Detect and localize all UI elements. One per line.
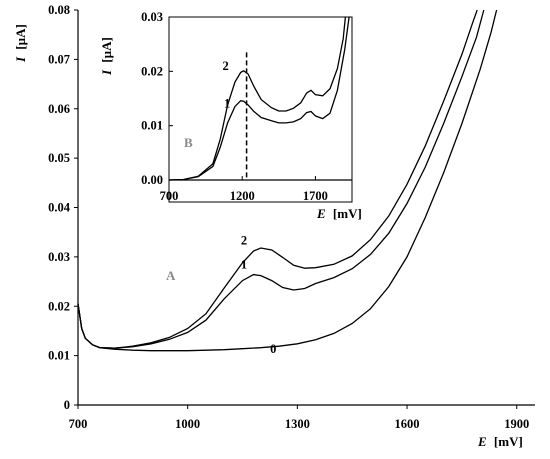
main-curve-label-2: 2: [241, 234, 247, 248]
inset-frame: [168, 16, 353, 203]
inset-x-tick-label: 1700: [303, 189, 328, 203]
main-curve-label-1: 1: [241, 257, 247, 271]
main-ylabel: I [µA]: [13, 24, 28, 63]
inset-ylabel-symbol: I: [99, 69, 114, 76]
inset-y-tick-label: 0.01: [141, 119, 163, 133]
main-y-tick-label: 0.06: [48, 102, 70, 116]
main-y-tick-label: 0.02: [48, 299, 70, 313]
inset-ylabel-unit: [µA]: [99, 37, 114, 63]
main-x-tick-label: 1300: [285, 417, 310, 431]
inset-curve-label-2: 2: [222, 59, 228, 73]
main-ylabel-unit: [µA]: [13, 24, 28, 50]
inset-xlabel: E [mV]: [316, 206, 362, 221]
main-y-tick-label: 0: [64, 398, 70, 412]
main-panel-label: A: [166, 268, 176, 283]
main-curve-2: [77, 9, 478, 349]
main-y-tick-label: 0.05: [48, 151, 70, 165]
main-y-tick-label: 0.04: [48, 201, 71, 215]
main-x-tick-label: 1000: [175, 417, 200, 431]
main-ylabel-symbol: I: [13, 56, 28, 63]
inset-curve-label-1: 1: [224, 96, 230, 110]
main-y-tick-label: 0.08: [48, 3, 70, 17]
inset-y-tick-label: 0.03: [141, 10, 163, 24]
inset-y-tick-label: 0.00: [141, 173, 163, 187]
inset-curve-1: [168, 16, 350, 181]
inset-xlabel-unit: [mV]: [333, 206, 362, 221]
inset-x-tick-label: 1200: [230, 189, 255, 203]
main-x-tick-label: 1600: [395, 417, 420, 431]
main-xlabel-unit: [mV]: [494, 434, 523, 449]
main-xlabel: E [mV]: [477, 434, 523, 449]
inset-x-tick-label: 700: [160, 189, 179, 203]
main-x-tick-label: 700: [69, 417, 88, 431]
inset-xlabel-symbol: E: [316, 206, 326, 221]
main-y-tick-label: 0.03: [48, 250, 70, 264]
inset-ylabel: I [µA]: [99, 37, 114, 76]
main-y-tick-label: 0.07: [48, 52, 70, 66]
inset-plot: 0.00 0.01 0.02 0.03 700 1200 1700 1 2 I [µA] E …: [99, 10, 362, 221]
main-xlabel-symbol: E: [477, 434, 487, 449]
inset-y-tick-label: 0.02: [141, 64, 163, 78]
main-y-tick-label: 0.01: [48, 349, 70, 363]
main-x-tick-label: 1900: [504, 417, 529, 431]
inset-curve-2: [168, 16, 347, 181]
inset-panel-label: B: [184, 135, 193, 150]
main-plot: 0 0.01 0.02 0.03 0.04 0.05 0.06 0.07 0.08 700 1000…: [13, 3, 535, 449]
main-curve-label-0: 0: [270, 342, 276, 356]
